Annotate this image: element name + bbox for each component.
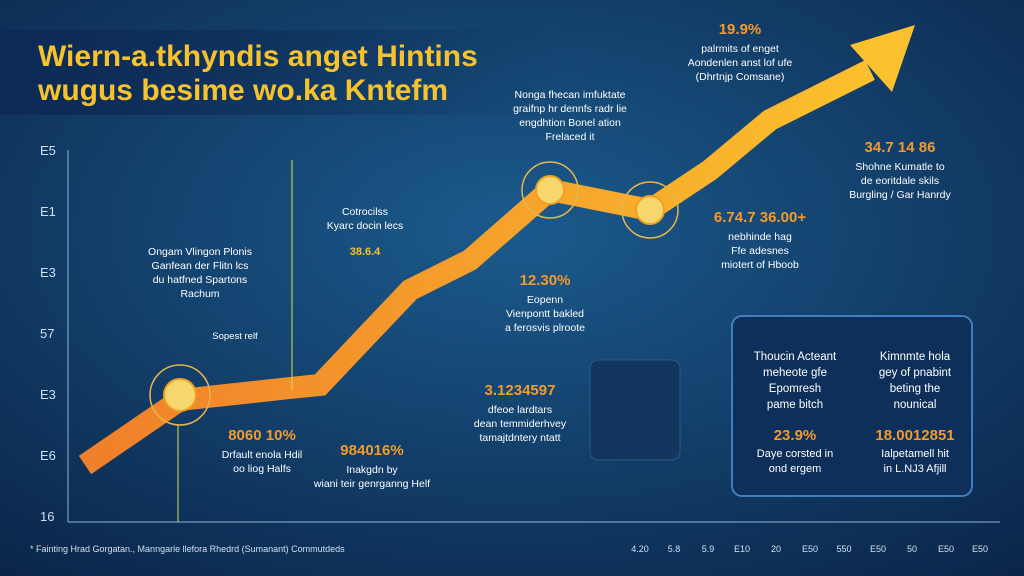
callout-text: dfeoe lardtars xyxy=(488,404,552,416)
callout-text: palrmits of enget xyxy=(701,43,779,55)
marker xyxy=(535,175,565,205)
trend-line xyxy=(78,60,875,475)
callout-value: 6.74.7 36.00+ xyxy=(714,209,806,226)
callout-text: (Dhrtnjp Comsane) xyxy=(696,71,785,83)
footer: * Fainting Hrad Gorgatan., Manngarle lle… xyxy=(30,544,345,554)
marker-rings xyxy=(149,161,679,426)
info-panel xyxy=(731,315,973,497)
callout-value: 3.1234597 xyxy=(485,382,556,399)
x-label: E50 xyxy=(972,544,988,554)
ring xyxy=(621,181,679,239)
panel-text: Kimnmte hola xyxy=(880,351,951,363)
x-label: E50 xyxy=(938,544,954,554)
callout-text: tamajtdntery ntatt xyxy=(479,432,560,444)
y-label: 57 xyxy=(40,326,54,341)
marker xyxy=(635,195,665,225)
panel-text: beting the xyxy=(890,383,941,395)
title: wugus besime wo.ka Kntefm xyxy=(37,74,448,107)
panel-text: Ialpetamell hit xyxy=(881,448,949,460)
panel-text: pame bitch xyxy=(767,399,823,411)
x-label: 5.8 xyxy=(668,544,681,554)
panel-text: in L.NJ3 Afjill xyxy=(884,463,947,475)
x-label: 550 xyxy=(836,544,851,554)
markers xyxy=(163,175,665,412)
callout-text: de eoritdale skils xyxy=(861,175,939,187)
x-label: 5.9 xyxy=(702,544,715,554)
y-label: E5 xyxy=(40,143,56,158)
callout-text: Ffe adesnes xyxy=(731,245,789,257)
callout-text: nebhinde hag xyxy=(728,231,792,243)
callout-value: 984016% xyxy=(340,442,403,459)
callout-text: Frelaced it xyxy=(545,131,594,143)
callout-text: miotert of Hboob xyxy=(721,259,799,271)
marker xyxy=(163,378,197,412)
callout-value: 12.30% xyxy=(520,272,571,289)
callout-text: wiani teir genrganng Helf xyxy=(313,478,430,490)
callout-text: Vienpontt bakled xyxy=(506,308,584,320)
panel-text: Daye corsted in xyxy=(757,448,833,460)
callout-value: 38.6.4 xyxy=(350,246,381,258)
callout-text: Shohne Kumatle to xyxy=(855,161,944,173)
callout-text: oo liog Halfs xyxy=(233,463,291,475)
callout-text: Kyarc docin lecs xyxy=(327,220,403,232)
callout-text: Ganfean der Flitn lcs xyxy=(152,260,249,272)
callout-text: Rachum xyxy=(180,288,219,300)
panel-value: 18.0012851 xyxy=(875,427,954,444)
arrow-head xyxy=(850,25,915,92)
callout-text: dean temmiderhvey xyxy=(474,418,567,430)
callout-text: Inakgdn by xyxy=(346,464,398,476)
callout-value: 34.7 14 86 xyxy=(865,139,936,156)
x-label: E10 xyxy=(734,544,750,554)
callout-text: engdhtion Bonel ation xyxy=(519,117,621,129)
panel-value: 23.9% xyxy=(774,427,817,444)
y-label: E6 xyxy=(40,448,56,463)
callout-text: a ferosvis plroote xyxy=(505,322,585,334)
y-label: E1 xyxy=(40,204,56,219)
illustration xyxy=(589,359,681,461)
x-label: 20 xyxy=(771,544,781,554)
callout-value: 19.9% xyxy=(719,21,762,38)
callout-text: du hatfned Spartons xyxy=(153,274,248,286)
panel-text: Epomresh xyxy=(769,383,821,395)
callout-value: 8060 10% xyxy=(228,427,296,444)
callout-text: Ongam Vlingon Plonis xyxy=(148,246,252,258)
callout-text: Cotrocilss xyxy=(342,206,388,218)
y-label: E3 xyxy=(40,387,56,402)
y-label: E3 xyxy=(40,265,56,280)
panel-text: gey of pnabint xyxy=(879,367,952,379)
callout-text: Nonga fhecan imfuktate xyxy=(515,89,626,101)
ring xyxy=(521,161,579,219)
panel-text: nounical xyxy=(894,399,937,411)
callout-text: Eopenn xyxy=(527,294,563,306)
x-label: E50 xyxy=(870,544,886,554)
x-label: E50 xyxy=(802,544,818,554)
title: Wiern-a.tkhyndis anget Hintins xyxy=(38,40,478,73)
callout-text: Burgling / Gar Hanrdy xyxy=(849,189,951,201)
callout-text: graifnp hr dennfs radr lie xyxy=(513,103,627,115)
y-label: 16 xyxy=(40,509,54,524)
panel-text: ond ergem xyxy=(769,463,822,475)
callout-text: Drfault enola Hdil xyxy=(222,449,303,461)
x-label: 50 xyxy=(907,544,917,554)
callout-note: Sopest relf xyxy=(212,331,258,342)
callout-text: Aondenlen anst lof ufe xyxy=(688,57,793,69)
panel-text: Thoucin Acteant xyxy=(754,351,837,363)
title-band xyxy=(0,30,560,115)
x-label: 4.20 xyxy=(631,544,649,554)
panel-text: meheote gfe xyxy=(763,367,827,379)
ring xyxy=(149,364,211,426)
